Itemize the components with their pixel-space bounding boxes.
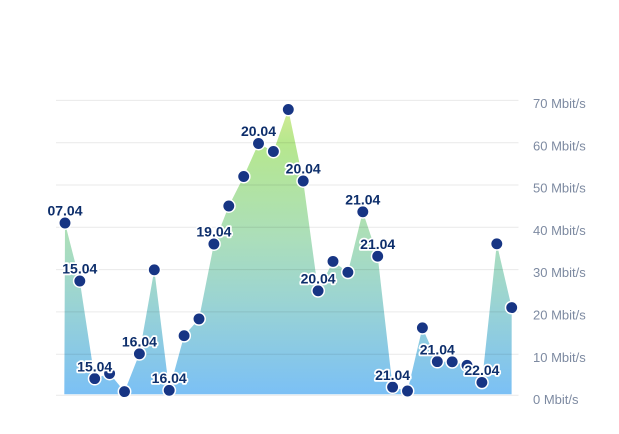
svg-text:20.04: 20.04 [301, 271, 336, 287]
svg-text:21.04: 21.04 [360, 236, 395, 252]
svg-text:40 Mbit/s: 40 Mbit/s [533, 223, 586, 238]
svg-text:15.04: 15.04 [62, 261, 97, 277]
svg-text:70 Mbit/s: 70 Mbit/s [533, 96, 586, 111]
svg-text:60 Mbit/s: 60 Mbit/s [533, 138, 586, 153]
svg-text:30 Mbit/s: 30 Mbit/s [533, 265, 586, 280]
svg-text:16.04: 16.04 [122, 334, 157, 350]
svg-text:20.04: 20.04 [241, 123, 276, 139]
svg-text:15.04: 15.04 [77, 358, 112, 374]
svg-text:0 Mbit/s: 0 Mbit/s [533, 392, 579, 407]
svg-text:20.04: 20.04 [286, 161, 321, 177]
svg-text:50 Mbit/s: 50 Mbit/s [533, 181, 586, 196]
svg-text:21.04: 21.04 [345, 192, 380, 208]
svg-text:19.04: 19.04 [196, 224, 231, 240]
svg-text:21.04: 21.04 [420, 341, 455, 357]
svg-text:10 Mbit/s: 10 Mbit/s [533, 350, 586, 365]
svg-text:22.04: 22.04 [464, 362, 499, 378]
svg-text:16.04: 16.04 [152, 370, 187, 386]
svg-text:07.04: 07.04 [47, 203, 82, 219]
svg-text:21.04: 21.04 [375, 367, 410, 383]
svg-text:20 Mbit/s: 20 Mbit/s [533, 308, 586, 323]
